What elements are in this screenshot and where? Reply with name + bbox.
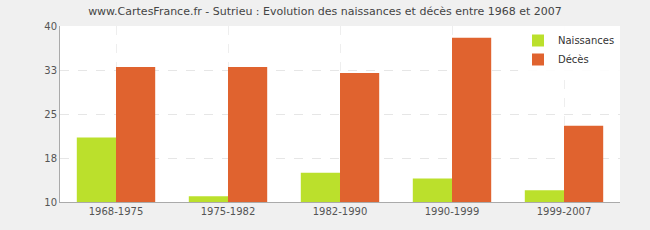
svg-text:25: 25 — [44, 109, 57, 120]
svg-text:33: 33 — [44, 65, 57, 76]
svg-text:www.CartesFrance.fr - Sutrieu: www.CartesFrance.fr - Sutrieu : Evolutio… — [88, 5, 562, 18]
svg-text:Naissances: Naissances — [558, 35, 614, 46]
svg-text:40: 40 — [44, 21, 57, 32]
svg-text:1999-2007: 1999-2007 — [537, 206, 592, 217]
svg-text:1968-1975: 1968-1975 — [89, 206, 144, 217]
svg-text:1975-1982: 1975-1982 — [201, 206, 256, 217]
svg-text:18: 18 — [44, 153, 57, 164]
svg-text:10: 10 — [44, 197, 57, 208]
svg-text:1982-1990: 1982-1990 — [313, 206, 368, 217]
svg-text:1990-1999: 1990-1999 — [425, 206, 480, 217]
svg-text:Décès: Décès — [558, 54, 589, 65]
